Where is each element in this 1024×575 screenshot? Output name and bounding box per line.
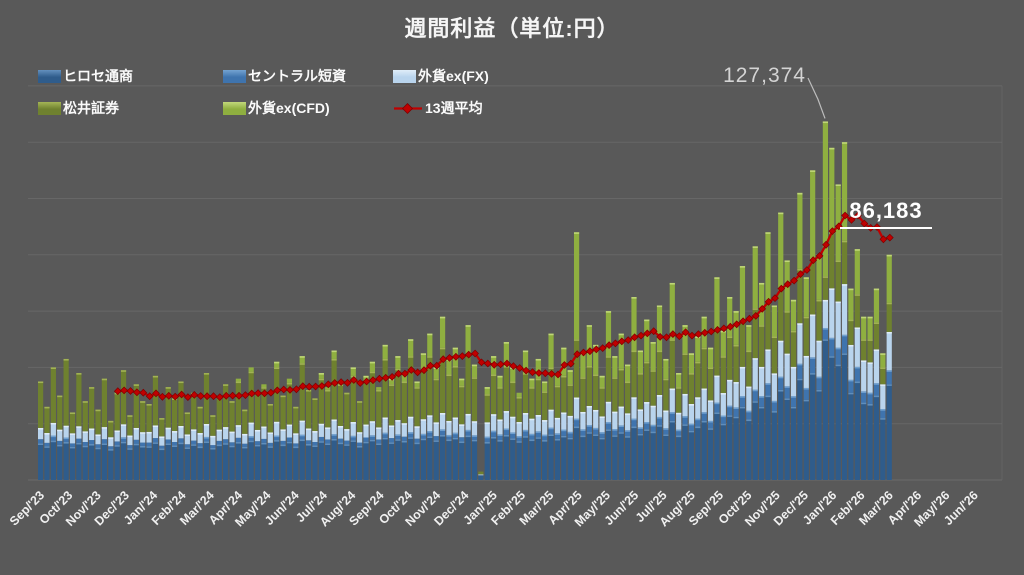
peak-value-label: 127,374 bbox=[723, 64, 806, 87]
legend-item-central: セントラル短資 bbox=[223, 67, 393, 85]
legend-label: 13週平均 bbox=[425, 100, 483, 116]
gaika-cfd-swatch-icon bbox=[223, 101, 246, 115]
legend-label: 松井証券 bbox=[63, 100, 119, 116]
legend-label: セントラル短資 bbox=[248, 68, 346, 84]
legend-item-13w-average: 13週平均 bbox=[393, 99, 553, 117]
bars-layer bbox=[38, 121, 892, 480]
legend-item-matsui: 松井証券 bbox=[38, 99, 223, 117]
average-line-legend-icon bbox=[393, 102, 423, 115]
legend-item-hirose: ヒロセ通商 bbox=[38, 67, 223, 85]
latest-average-value-label: 86,183 bbox=[840, 198, 932, 229]
legend-item-gaika-cfd: 外貨ex(CFD) bbox=[223, 99, 393, 117]
legend: ヒロセ通商 セントラル短資 外貨ex(FX) 松井証券 外貨ex(CFD) 13… bbox=[38, 67, 553, 117]
legend-label: 外貨ex(FX) bbox=[418, 68, 489, 84]
gaika-fx-swatch-icon bbox=[393, 69, 416, 83]
x-axis-labels: Sep/'23Oct/'23Nov/'23Dec/'23Jan/'24Feb/'… bbox=[7, 488, 981, 529]
average-line bbox=[113, 211, 894, 401]
legend-label: 外貨ex(CFD) bbox=[248, 100, 330, 116]
chart-title: 週間利益（単位:円） bbox=[404, 16, 620, 41]
legend-label: ヒロセ通商 bbox=[63, 68, 133, 84]
matsui-swatch-icon bbox=[38, 101, 61, 115]
peak-callout bbox=[807, 77, 826, 119]
legend-item-gaika-fx: 外貨ex(FX) bbox=[393, 67, 553, 85]
hirose-swatch-icon bbox=[38, 69, 61, 83]
central-swatch-icon bbox=[223, 69, 246, 83]
